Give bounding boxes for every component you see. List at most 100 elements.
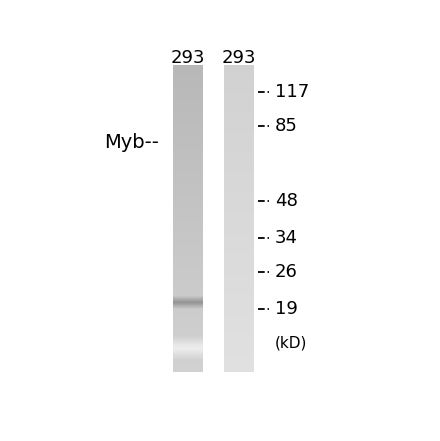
Bar xyxy=(172,370,203,371)
Bar xyxy=(172,146,203,147)
Bar xyxy=(172,264,203,265)
Bar xyxy=(224,224,254,225)
Bar xyxy=(172,129,203,130)
Bar xyxy=(224,339,254,340)
Bar xyxy=(172,174,203,175)
Bar xyxy=(172,215,203,216)
Bar xyxy=(172,135,203,136)
Bar xyxy=(172,289,203,290)
Bar xyxy=(224,116,254,117)
Bar xyxy=(224,333,254,334)
Bar xyxy=(172,208,203,209)
Bar xyxy=(172,206,203,207)
Bar xyxy=(224,164,254,165)
Bar xyxy=(172,82,203,83)
Bar xyxy=(224,359,254,360)
Bar xyxy=(224,155,254,156)
Bar xyxy=(172,240,203,241)
Bar xyxy=(224,349,254,350)
Bar xyxy=(224,208,254,209)
Bar xyxy=(172,341,203,342)
Bar xyxy=(172,281,203,282)
Bar xyxy=(172,361,203,362)
Bar xyxy=(224,294,254,295)
Bar xyxy=(224,274,254,275)
Bar xyxy=(224,172,254,173)
Bar xyxy=(224,155,254,156)
Bar xyxy=(172,258,203,259)
Bar xyxy=(172,230,203,231)
Bar xyxy=(224,68,254,69)
Bar xyxy=(172,167,203,168)
Bar xyxy=(172,290,203,291)
Bar xyxy=(224,105,254,106)
Bar xyxy=(224,133,254,134)
Bar xyxy=(172,193,203,194)
Bar xyxy=(224,324,254,325)
Bar xyxy=(172,262,203,263)
Bar xyxy=(224,194,254,195)
Bar xyxy=(224,225,254,226)
Bar xyxy=(172,176,203,177)
Bar xyxy=(224,91,254,92)
Bar xyxy=(172,303,203,304)
Bar xyxy=(224,318,254,319)
Bar xyxy=(224,96,254,97)
Bar xyxy=(224,354,254,355)
Bar xyxy=(172,156,203,157)
Bar xyxy=(172,321,203,322)
Bar xyxy=(224,66,254,67)
Bar xyxy=(224,340,254,341)
Bar xyxy=(224,145,254,146)
Bar xyxy=(224,97,254,98)
Bar xyxy=(172,178,203,179)
Bar xyxy=(172,300,203,301)
Bar xyxy=(172,106,203,107)
Bar xyxy=(224,128,254,129)
Bar xyxy=(172,170,203,171)
Bar xyxy=(172,166,203,167)
Bar xyxy=(224,85,254,86)
Bar xyxy=(224,330,254,331)
Bar xyxy=(172,164,203,165)
Bar xyxy=(224,278,254,279)
Bar xyxy=(172,283,203,284)
Bar xyxy=(224,110,254,111)
Bar xyxy=(172,296,203,297)
Bar xyxy=(172,231,203,232)
Text: 34: 34 xyxy=(275,229,298,247)
Bar xyxy=(172,137,203,138)
Bar xyxy=(172,277,203,278)
Bar xyxy=(224,77,254,78)
Bar xyxy=(172,301,203,302)
Bar xyxy=(224,262,254,263)
Bar xyxy=(224,90,254,91)
Bar xyxy=(224,314,254,315)
Bar xyxy=(224,284,254,285)
Bar xyxy=(172,325,203,326)
Bar xyxy=(224,362,254,363)
Bar xyxy=(172,273,203,274)
Bar xyxy=(224,156,254,157)
Bar xyxy=(172,280,203,281)
Bar xyxy=(172,162,203,163)
Bar xyxy=(224,157,254,158)
Bar xyxy=(224,78,254,79)
Bar xyxy=(224,226,254,227)
Bar xyxy=(172,318,203,319)
Bar xyxy=(224,176,254,177)
Bar xyxy=(224,355,254,356)
Bar xyxy=(224,129,254,130)
Bar xyxy=(224,364,254,365)
Bar xyxy=(172,242,203,243)
Bar xyxy=(224,290,254,291)
Bar xyxy=(172,286,203,287)
Bar xyxy=(224,315,254,316)
Bar xyxy=(224,190,254,191)
Bar xyxy=(224,259,254,260)
Bar xyxy=(224,177,254,178)
Bar xyxy=(172,334,203,335)
Bar xyxy=(224,316,254,317)
Bar xyxy=(224,65,254,66)
Bar xyxy=(172,351,203,352)
